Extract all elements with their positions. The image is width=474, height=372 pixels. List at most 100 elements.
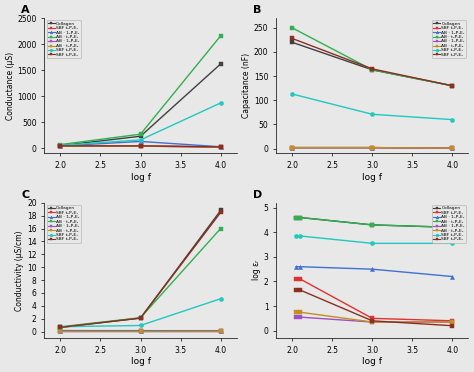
Line: AB · 1₀P₁E₁: AB · 1₀P₁E₁ [58,328,223,333]
AB · 1₀P₁E₁ [293,264,299,269]
SBF t₀P₂E₂ [137,316,143,320]
Text: A: A [21,6,30,16]
SBF t₀P₁E₁ [218,145,223,149]
AB · t₀P₂E₁ [449,84,455,88]
Line: AB · t₀P₂E₁: AB · t₀P₂E₁ [294,215,455,230]
Text: D: D [253,190,262,200]
AB · t₀P₂E₁ [449,225,455,230]
AB · 1₀P₁E₁ [57,328,63,333]
SBF t₀P₂E₂ [449,84,455,88]
SBF t₀P₂E₂ [57,325,63,330]
AB · 1₀P₂E₁ [369,320,375,324]
AB · 1₀P₂E₁ [137,329,143,333]
Line: SBF t₀P₁E₁: SBF t₀P₁E₁ [58,328,223,333]
AB · 1₀P₁E₁ [57,144,63,148]
SBF t₀P₁E₁ [57,144,63,148]
Y-axis label: Conductance (μS): Conductance (μS) [6,52,15,120]
AB · 1₀P₁E₁ [218,145,223,149]
Line: Collagen: Collagen [58,208,223,330]
AB · 1₀P₂E₁ [369,145,375,150]
Line: SBF t₀P₂E₂: SBF t₀P₂E₂ [294,288,455,328]
AB · t₀P₂E₂ [449,146,455,150]
SBF t₀P₂E₁ [57,143,63,148]
SBF t₀P₂E₂ [137,144,143,148]
AB · t₀P₂E₁ [289,26,295,30]
SBF t₀P₂E₁ [293,234,299,238]
SBF t₀P₂E₁ [218,296,223,301]
SBF t₀P₁E₁ [137,144,143,148]
AB · t₀P₂E₂ [218,145,223,149]
AB · 1₀P₁E₁ [218,329,223,333]
AB · 1₀P₂E₁ [297,315,303,319]
AB · 1₀P₁E₁ [369,267,375,272]
Collagen [449,225,455,230]
Line: AB · 1₀P₁E₁: AB · 1₀P₁E₁ [290,145,455,150]
SBF t₀P₂E₁ [289,92,295,96]
Line: AB · 1₀P₂E₁: AB · 1₀P₂E₁ [290,145,455,150]
Collagen [369,68,375,72]
SBF t₀P₂E₂ [57,144,63,148]
AB · 1₀P₁E₁ [449,274,455,279]
AB · t₀P₂E₁ [57,142,63,147]
Line: SBF t₀P₁E₁: SBF t₀P₁E₁ [290,145,455,150]
AB · 1₀P₂E₁ [289,145,295,150]
SBF t₀P₂E₂ [449,324,455,328]
Collagen [297,215,303,220]
SBF t₀P₂E₂ [293,288,299,292]
SBF t₀P₂E₂ [297,288,303,292]
AB · 1₀P₂E₁ [218,329,223,333]
X-axis label: log f: log f [362,357,383,366]
Collagen [137,316,143,320]
Line: AB · t₀P₂E₂: AB · t₀P₂E₂ [294,310,455,324]
Collagen [57,325,63,330]
AB · t₀P₂E₂ [218,329,223,333]
AB · 1₀P₁E₁ [289,145,295,150]
AB · 1₀P₁E₁ [297,264,303,269]
Line: SBF t₀P₂E₁: SBF t₀P₂E₁ [58,101,223,147]
AB · t₀P₂E₁ [297,215,303,220]
Line: AB · t₀P₂E₂: AB · t₀P₂E₂ [58,329,223,333]
Legend: Collagen, SBF t₀P₁E₁, AB · 1₀P₁E₁, AB · t₀P₂E₁, AB · 1₀P₂E₁, AB · t₀P₂E₂, SBF t₀: Collagen, SBF t₀P₁E₁, AB · 1₀P₁E₁, AB · … [432,20,466,58]
AB · t₀P₂E₂ [57,144,63,148]
SBF t₀P₁E₁ [369,145,375,150]
Line: SBF t₀P₂E₂: SBF t₀P₂E₂ [58,210,223,330]
Line: AB · 1₀P₁E₁: AB · 1₀P₁E₁ [58,140,223,149]
Collagen [449,84,455,88]
AB · t₀P₂E₁ [369,68,375,72]
Line: SBF t₀P₂E₂: SBF t₀P₂E₂ [290,36,455,88]
Line: SBF t₀P₁E₁: SBF t₀P₁E₁ [294,277,455,323]
AB · t₀P₂E₁ [218,226,223,231]
SBF t₀P₁E₁ [137,328,143,333]
AB · t₀P₂E₁ [293,215,299,220]
AB · 1₀P₂E₁ [218,145,223,149]
Y-axis label: Conductivity (μS/cm): Conductivity (μS/cm) [15,230,24,311]
AB · t₀P₂E₁ [218,33,223,38]
Collagen [137,134,143,138]
AB · t₀P₂E₂ [297,310,303,314]
SBF t₀P₂E₁ [137,323,143,328]
Legend: Collagen, SBF t₀P₁E₁, AB · 1₀P₁E₁, AB · t₀P₂E₁, AB · 1₀P₂E₁, AB · t₀P₂E₂, SBF t₀: Collagen, SBF t₀P₁E₁, AB · 1₀P₁E₁, AB · … [46,205,81,243]
Line: AB · 1₀P₁E₁: AB · 1₀P₁E₁ [294,264,455,279]
Line: AB · 1₀P₂E₁: AB · 1₀P₂E₁ [58,329,223,333]
SBF t₀P₂E₁ [137,138,143,142]
AB · 1₀P₂E₁ [57,144,63,148]
AB · 1₀P₂E₁ [293,315,299,319]
X-axis label: log f: log f [130,173,151,182]
Line: AB · t₀P₂E₁: AB · t₀P₂E₁ [58,34,223,147]
AB · t₀P₂E₂ [137,329,143,333]
SBF t₀P₁E₁ [369,316,375,321]
X-axis label: log f: log f [362,173,383,182]
SBF t₀P₁E₁ [218,329,223,333]
Collagen [293,215,299,220]
Line: AB · t₀P₂E₁: AB · t₀P₂E₁ [58,227,223,329]
AB · 1₀P₂E₁ [449,146,455,150]
SBF t₀P₂E₁ [218,101,223,105]
AB · t₀P₂E₂ [137,144,143,148]
AB · t₀P₂E₂ [289,145,295,150]
Line: SBF t₀P₂E₁: SBF t₀P₂E₁ [290,92,455,122]
Line: SBF t₀P₁E₁: SBF t₀P₁E₁ [58,144,223,149]
Legend: Collagen, SBF t₀P₁E₁, AB · 1₀P₁E₁, AB · t₀P₂E₁, AB · 1₀P₂E₁, AB · t₀P₂E₂, SBF t₀: Collagen, SBF t₀P₁E₁, AB · 1₀P₁E₁, AB · … [46,20,81,58]
SBF t₀P₂E₂ [369,318,375,323]
AB · t₀P₂E₂ [369,320,375,324]
AB · 1₀P₂E₁ [449,320,455,324]
